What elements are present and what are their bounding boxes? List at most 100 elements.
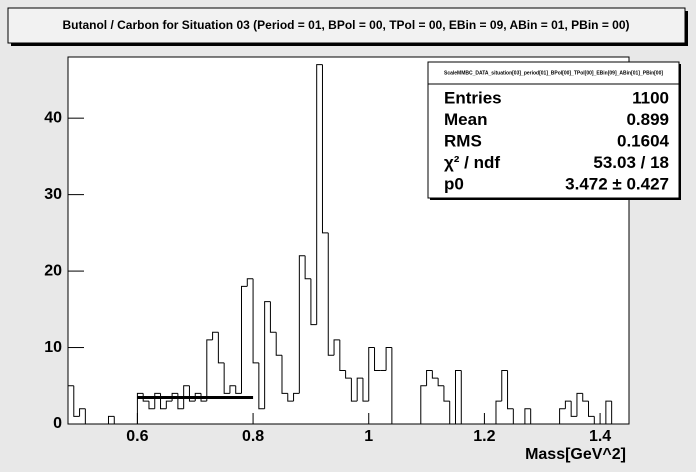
bar-outline	[321, 64, 329, 234]
bar	[524, 408, 531, 424]
bar-outline	[431, 370, 439, 379]
bar-outline	[564, 400, 572, 409]
bar-outline	[188, 385, 196, 402]
bar-outline	[264, 301, 271, 409]
bar-outline	[281, 355, 288, 394]
bar	[143, 401, 149, 424]
bar	[264, 301, 271, 424]
bar-outline	[275, 332, 282, 356]
bar	[235, 393, 242, 424]
bar-outline	[287, 393, 294, 402]
stats-label: p0	[444, 174, 464, 193]
bar	[576, 393, 583, 424]
bar	[495, 401, 502, 424]
bar	[588, 416, 595, 424]
bar	[455, 370, 462, 424]
bar	[374, 370, 381, 424]
bar	[183, 385, 190, 424]
bar	[166, 401, 173, 424]
bar-outline	[327, 232, 335, 356]
y-tick-label: 0	[53, 415, 62, 432]
bar-outline	[426, 369, 433, 386]
bar	[148, 408, 155, 424]
bar	[299, 255, 306, 424]
bar	[229, 385, 236, 424]
plot-frame	[67, 56, 630, 425]
bar	[559, 408, 566, 424]
bar-outline	[507, 370, 514, 410]
bar	[565, 401, 572, 424]
y-tick-label: 30	[44, 186, 62, 203]
bar-outline	[154, 392, 161, 409]
bar-outline	[293, 392, 300, 402]
bar-outline	[183, 385, 190, 409]
bar-outline	[333, 339, 340, 356]
bar	[426, 370, 433, 424]
bar	[201, 401, 207, 424]
bar-outline	[559, 408, 566, 424]
bar	[253, 362, 259, 424]
bar	[605, 401, 612, 424]
bar-outline	[588, 401, 595, 417]
bar	[507, 408, 514, 424]
y-tick-label: 20	[44, 262, 62, 279]
bar	[241, 286, 248, 424]
bar	[293, 393, 300, 424]
bar-outline	[229, 385, 236, 394]
bar-outline	[165, 400, 173, 409]
bar	[571, 416, 577, 424]
x-axis-title: Mass[GeV^2]	[525, 446, 626, 463]
bar	[334, 339, 340, 424]
bar-outline	[269, 301, 277, 333]
bar-outline	[304, 255, 311, 280]
bar-outline	[316, 64, 323, 325]
bar	[362, 401, 369, 424]
x-tick-label: 1.2	[473, 428, 495, 445]
bar	[218, 362, 225, 424]
bar	[305, 278, 311, 424]
bar	[108, 416, 115, 424]
x-tick-label: 1.4	[589, 428, 611, 445]
bar	[432, 378, 439, 424]
stats-label: χ² / ndf	[444, 153, 500, 172]
bar-outline	[212, 331, 219, 340]
bar	[281, 393, 288, 424]
bar	[345, 378, 352, 424]
bar	[357, 378, 363, 424]
bar	[177, 408, 184, 424]
bar	[368, 347, 375, 424]
bar	[438, 385, 444, 424]
bar	[195, 393, 202, 424]
bar-outline	[73, 385, 80, 417]
bar-outline	[501, 369, 508, 402]
bar-outline	[570, 401, 577, 417]
bar-outline	[148, 401, 155, 410]
bar-outline	[362, 378, 369, 402]
bar-outline	[582, 393, 589, 402]
bar	[172, 393, 178, 424]
bar	[224, 393, 230, 424]
title-box	[7, 7, 686, 44]
stats-label: Entries	[444, 88, 502, 107]
y-tick-label: 10	[44, 339, 62, 356]
bar-outline	[235, 385, 242, 394]
bar	[276, 355, 282, 424]
stats-value: 3.472 ± 0.427	[565, 174, 669, 193]
bar-outline	[298, 255, 306, 394]
stats-value: 0.1604	[617, 131, 670, 150]
stats-box	[427, 61, 680, 199]
bar-outline	[443, 385, 450, 402]
stats-value: 1100	[632, 88, 669, 107]
stats-value: 53.03 / 18	[593, 153, 669, 172]
bar	[328, 355, 335, 424]
bar	[189, 401, 196, 424]
bar	[380, 370, 387, 424]
bar-outline	[368, 347, 375, 402]
bar	[287, 401, 294, 424]
bar-outline	[420, 385, 427, 424]
x-tick-label: 0.8	[242, 428, 264, 445]
bar	[501, 370, 508, 424]
stats-label: RMS	[444, 131, 482, 150]
bar	[212, 332, 219, 424]
